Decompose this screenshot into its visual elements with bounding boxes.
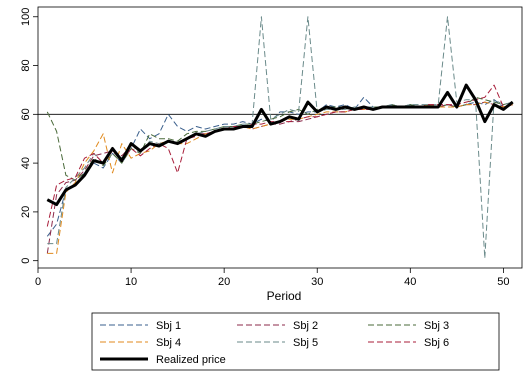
legend-label-7: Realized price	[156, 354, 226, 366]
y-tick-label: 100	[20, 8, 32, 26]
legend: Sbj 1 Sbj 2 Sbj 3 Sbj 4 Sbj 5 Sbj 6 Realized p…	[100, 320, 449, 366]
x-tick-label: 10	[125, 276, 137, 288]
series-layer	[46, 16, 514, 259]
legend-label-6: Sbj 6	[424, 337, 449, 349]
legend-label-5: Sbj 5	[293, 337, 318, 349]
x-tick-label: 20	[218, 276, 230, 288]
y-tick-label: 80	[20, 59, 32, 71]
x-tick-label: 40	[404, 276, 416, 288]
legend-label-1: Sbj 1	[156, 320, 181, 332]
y-tick-label: 60	[20, 108, 32, 120]
series-line-5	[47, 16, 513, 259]
x-axis-title: Period	[267, 289, 302, 303]
axes-layer: 0 10 20 30 40 50 0 20 40 60 80 100	[20, 6, 523, 288]
series-line-7	[46, 83, 514, 207]
y-tick-label: 40	[20, 157, 32, 169]
y-tick-label: 20	[20, 206, 32, 218]
legend-label-4: Sbj 4	[156, 337, 181, 349]
plot-frame	[37, 6, 523, 269]
legend-label-3: Sbj 3	[424, 320, 449, 332]
legend-box	[91, 312, 500, 371]
x-tick-label: 0	[35, 276, 41, 288]
y-tick-label: 0	[20, 258, 32, 264]
x-tick-label: 30	[311, 276, 323, 288]
series-line-3	[46, 96, 513, 181]
legend-label-2: Sbj 2	[293, 320, 318, 332]
x-tick-label: 50	[497, 276, 509, 288]
